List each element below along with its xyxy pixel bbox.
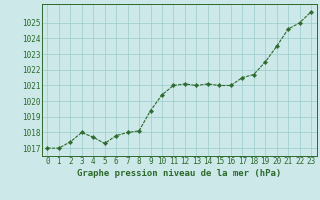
- X-axis label: Graphe pression niveau de la mer (hPa): Graphe pression niveau de la mer (hPa): [77, 169, 281, 178]
